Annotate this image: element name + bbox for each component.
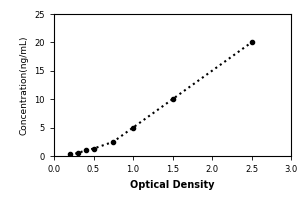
Y-axis label: Concentration(ng/mL): Concentration(ng/mL) bbox=[20, 35, 29, 135]
X-axis label: Optical Density: Optical Density bbox=[130, 180, 215, 190]
